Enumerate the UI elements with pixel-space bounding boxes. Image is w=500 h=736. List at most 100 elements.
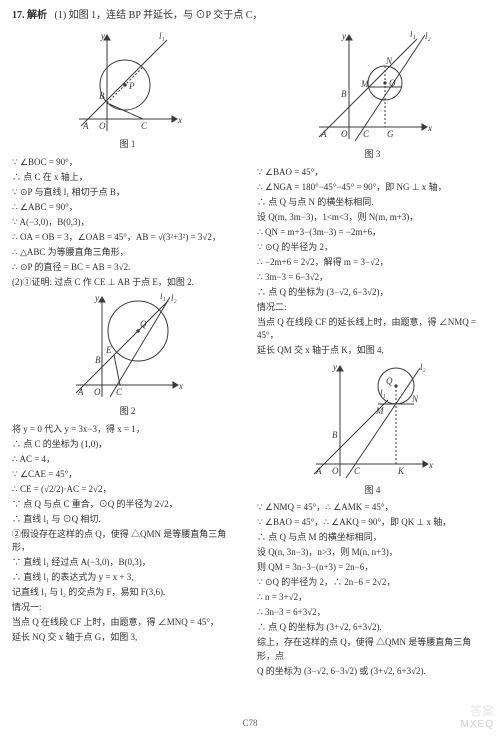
svg-text:C: C bbox=[354, 466, 361, 476]
text-line: ∵ ⊙Q 的半径为 2， bbox=[257, 241, 488, 255]
svg-text:l₁: l₁ bbox=[380, 388, 386, 398]
svg-text:Q: Q bbox=[389, 78, 396, 88]
svg-text:O: O bbox=[94, 387, 101, 397]
text-line: ∵ ∠BAO = 45°，∴ ∠AKQ = 90°，即 QK ⊥ x 轴， bbox=[257, 516, 488, 530]
svg-text:Q: Q bbox=[140, 319, 147, 329]
text-line: ∴ AC = 4， bbox=[12, 453, 243, 467]
svg-text:l₁: l₁ bbox=[410, 31, 416, 39]
text-line: ∴ OA = OB = 3，∠OAB = 45°，AB = √(3²+3²) =… bbox=[12, 231, 243, 245]
figure-3: x y l₁ l₂ A B M N Q G C O 图 3 bbox=[257, 31, 488, 162]
svg-text:Q: Q bbox=[386, 376, 393, 386]
text-line: 综上，存在这样的点 Q，使得 △QMN 是等腰直角三角形，点 bbox=[257, 636, 488, 663]
text-line: ∴ 点 Q 的坐标为 (3−√2, 6−3√2)， bbox=[257, 286, 488, 300]
text-line: ∵ A(−3,0)，B(0,3)， bbox=[12, 216, 243, 230]
svg-text:l₂: l₂ bbox=[420, 362, 426, 372]
text-line: Q 的坐标为 (3−√2, 6−3√2) 或 (3+√2, 6+3√2). bbox=[257, 665, 488, 679]
svg-text:P: P bbox=[128, 81, 135, 91]
svg-text:y: y bbox=[332, 362, 337, 372]
svg-text:O: O bbox=[99, 121, 106, 131]
text-line: ∵ ∠NMQ = 45°，∴ ∠AMK = 45°， bbox=[257, 501, 488, 515]
svg-text:M: M bbox=[360, 79, 369, 89]
figure-1: x y l₁ A B P C O 图 1 bbox=[12, 31, 243, 152]
watermark-text: MXEQ bbox=[461, 717, 494, 732]
text-line: ∴ QN = m+3−(3m−3) = −2m+6， bbox=[257, 226, 488, 240]
text-line: ∵ 点 Q 与点 C 重合，⊙Q 的半径为 2√2， bbox=[12, 498, 243, 512]
text-line: ∴ n = 3+√2， bbox=[257, 591, 488, 605]
svg-text:N: N bbox=[411, 394, 419, 404]
svg-text:B: B bbox=[332, 430, 338, 440]
text-line: 情况一: bbox=[12, 601, 243, 615]
svg-text:l₂: l₂ bbox=[171, 293, 177, 303]
figure-4-caption: 图 4 bbox=[257, 484, 488, 498]
svg-text:C: C bbox=[363, 129, 370, 139]
text-line: ∴ −2m+6 = 2√2，解得 m = 3−√2， bbox=[257, 256, 488, 270]
page-number: C78 bbox=[0, 717, 500, 731]
text-line: ∴ 直线 l₁ 的表达式为 y = x + 3, bbox=[12, 571, 243, 585]
svg-text:O: O bbox=[332, 466, 339, 476]
svg-text:y: y bbox=[341, 31, 346, 41]
text-line: ∴ 点 Q 与点 M 的横坐标相同， bbox=[257, 531, 488, 545]
text-line: ∵ ∠BAO = 45°， bbox=[257, 166, 488, 180]
text-line: ∴ 点 Q 与点 N 的横坐标相同. bbox=[257, 196, 488, 210]
text-line: 当点 Q 在线段 CF 上时，由题意，得 ∠MNQ = 45°， bbox=[12, 616, 243, 630]
svg-text:G: G bbox=[387, 129, 394, 139]
svg-text:x: x bbox=[177, 115, 182, 125]
svg-text:x: x bbox=[427, 123, 432, 133]
text-line: 设 Q(n, 3n−3)，n>3，则 M(n, n+3)， bbox=[257, 546, 488, 560]
text-line: ∴ △ABC 为等腰直角三角形， bbox=[12, 246, 243, 260]
figure-4: x y l₁ l₂ A B M N Q K C O 图 4 bbox=[257, 362, 488, 498]
svg-text:K: K bbox=[397, 466, 405, 476]
svg-text:l₂: l₂ bbox=[425, 31, 431, 41]
svg-text:A: A bbox=[77, 387, 84, 397]
svg-text:l₁: l₁ bbox=[160, 293, 166, 301]
svg-text:A: A bbox=[315, 466, 322, 476]
text-line: 延长 NQ 交 x 轴于点 G，如图 3, bbox=[12, 631, 243, 645]
text-line: ∴ ∠ABC = 90°， bbox=[12, 201, 243, 215]
svg-text:B: B bbox=[95, 355, 101, 365]
text-line: ∵ 直线 l₁ 经过点 A(−3,0)，B(0,3)， bbox=[12, 556, 243, 570]
svg-text:N: N bbox=[385, 56, 393, 66]
right-column: x y l₁ l₂ A B M N Q G C O 图 3 ∵ ∠BAO = 45°， ∴ … bbox=[257, 27, 488, 680]
text-line: ∴ 3m−3 = 6−3√2， bbox=[257, 271, 488, 285]
text-line: ∴ 点 C 在 x 轴上， bbox=[12, 171, 243, 185]
text-line: 延长 QM 交 x 轴于点 K，如图 4, bbox=[257, 344, 488, 358]
svg-text:l₁: l₁ bbox=[159, 31, 165, 41]
text-line: ∴ CE = (√2/2)·AC = 2√2， bbox=[12, 483, 243, 497]
figure-1-caption: 图 1 bbox=[12, 138, 243, 152]
left-column: x y l₁ A B P C O 图 1 ∵ ∠BOC = 90°， ∴ 点 C 在 … bbox=[12, 27, 243, 680]
figure-3-caption: 图 3 bbox=[257, 148, 488, 162]
text-line: 将 y = 0 代入 y = 3x−3，得 x = 1， bbox=[12, 423, 243, 437]
svg-text:y: y bbox=[100, 31, 105, 41]
problem-word: 解析 bbox=[27, 10, 47, 21]
svg-text:O: O bbox=[341, 129, 348, 139]
svg-text:E: E bbox=[105, 345, 112, 355]
text-line: ∵ ∠BOC = 90°， bbox=[12, 156, 243, 170]
text-line: ∵ ⊙Q 的半径为 2，∴ 2n−6 = 2√2， bbox=[257, 576, 488, 590]
text-line: 当点 Q 在线段 CF 的延长线上时，由题意，得 ∠NMQ = 45°， bbox=[257, 316, 488, 343]
text-line: ∴ ⊙P 的直径 = BC = AB = 3√2. bbox=[12, 261, 243, 275]
text-line: (2)①证明: 过点 C 作 CE ⊥ AB 于点 E，如图 2. bbox=[12, 276, 243, 290]
figure-2-caption: 图 2 bbox=[12, 405, 243, 419]
svg-text:A: A bbox=[320, 129, 327, 139]
problem-number: 17. bbox=[12, 10, 25, 21]
text-line: 记直线 l₁ 与 l₂ 的交点为 F，易知 F(3,6). bbox=[12, 586, 243, 600]
problem-note: (1) 如图 1，连结 BP 并延长，与 ⊙P 交于点 C， bbox=[55, 10, 263, 21]
svg-text:M: M bbox=[375, 406, 384, 416]
text-line: ②假设存在这样的点 Q，使得 △QMN 是等腰直角三角形， bbox=[12, 528, 243, 555]
text-line: 设 Q(m, 3m−3)，1<m<3，则 N(m, m+3)， bbox=[257, 211, 488, 225]
svg-text:C: C bbox=[116, 387, 123, 397]
text-line: 情况二: bbox=[257, 301, 488, 315]
svg-text:y: y bbox=[94, 293, 99, 303]
text-line: ∴ 3n−3 = 6+3√2， bbox=[257, 606, 488, 620]
figure-2: x y l₁ l₂ A B E Q C O 图 2 bbox=[12, 293, 243, 419]
svg-text:B: B bbox=[99, 91, 105, 101]
svg-text:C: C bbox=[141, 121, 148, 131]
svg-text:x: x bbox=[428, 460, 433, 470]
text-line: ∴ 直线 l₁ 与 ⊙Q 相切. bbox=[12, 513, 243, 527]
svg-text:B: B bbox=[341, 89, 347, 99]
text-line: ∴ ∠NGA = 180°−45°−45° = 90°，即 NG ⊥ x 轴， bbox=[257, 181, 488, 195]
svg-text:x: x bbox=[178, 381, 183, 391]
text-line: ∴ 点 Q 的坐标为 (3+√2, 6+3√2). bbox=[257, 621, 488, 635]
svg-text:A: A bbox=[82, 121, 89, 131]
problem-header: 17. 解析 (1) 如图 1，连结 BP 并延长，与 ⊙P 交于点 C， bbox=[12, 8, 488, 23]
